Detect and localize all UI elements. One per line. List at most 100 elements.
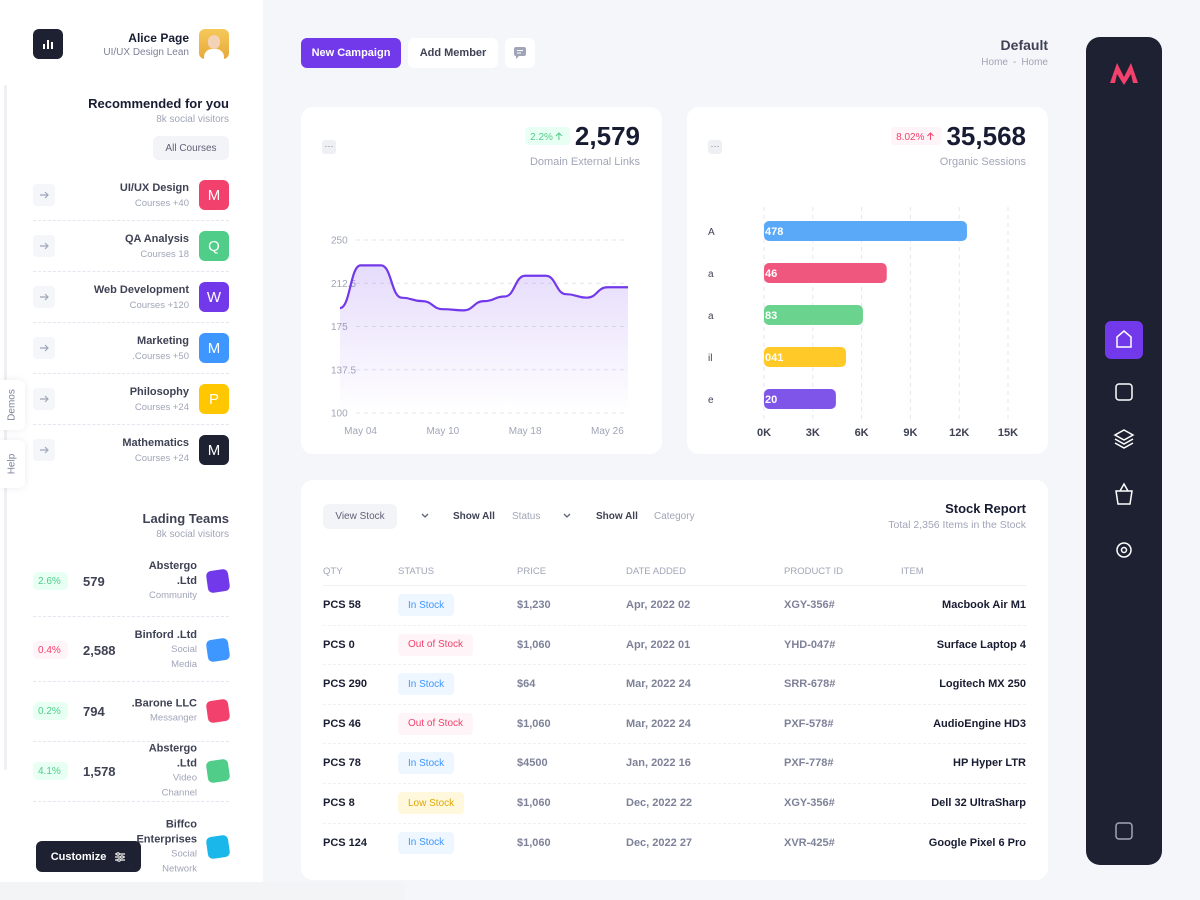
brand-logo[interactable] (1110, 63, 1138, 85)
x-tick-label: 9K (903, 427, 917, 439)
breadcrumb: Home - Home (981, 57, 1048, 68)
arrow-icon (40, 446, 49, 454)
trend-arrow (555, 132, 563, 140)
column-header: PRODUCT ID (784, 566, 843, 577)
table-subtitle: Total 2,356 Items in the Stock (888, 519, 1026, 531)
course-row[interactable]: Marketing .Courses +50 M (33, 323, 229, 374)
team-name: Biffco Enterprises (136, 818, 197, 846)
course-row[interactable]: Mathematics Courses +24 M (33, 425, 229, 476)
course-name: Web Development (93, 284, 189, 296)
breadcrumb-item[interactable]: Home (1021, 57, 1048, 68)
course-name: Mathematics (122, 437, 189, 449)
breadcrumb-item[interactable]: Home (981, 57, 1008, 68)
primary-button[interactable]: New Campaign (301, 38, 401, 68)
x-tick-label: 12K (949, 427, 969, 439)
course-row[interactable]: QA Analysis Courses 18 Q (33, 221, 229, 272)
table-cell: $1,060 (517, 836, 551, 849)
team-text: Abstergo .Ltd Video Channel (129, 742, 197, 801)
table-cell: $1,060 (517, 717, 551, 730)
avatar[interactable] (199, 29, 229, 59)
layers-icon[interactable] (1113, 429, 1135, 449)
arrow-icon (40, 344, 49, 352)
filter-value[interactable]: Show All (596, 511, 638, 522)
column-header: DATE ADDED (626, 566, 687, 577)
arrow-button[interactable] (33, 337, 55, 359)
filter-button[interactable]: View Stock (323, 504, 397, 529)
menu-button[interactable] (708, 140, 722, 154)
course-detail: Courses 18 (140, 249, 189, 260)
divider (323, 822, 1026, 824)
y-tick-label: 175 (331, 322, 348, 333)
change-value: 4.1% (38, 765, 61, 777)
x-tick-label: 3K (806, 427, 820, 439)
team-logo (205, 698, 231, 724)
arrow-button[interactable] (33, 388, 55, 410)
stats-icon[interactable] (1115, 822, 1133, 840)
table-cell: PCS 78 (323, 757, 361, 770)
breadcrumb-separator: - (1012, 57, 1017, 68)
course-row[interactable]: Web Development Courses +120 W (33, 272, 229, 323)
course-tile: Q (199, 231, 229, 261)
sidebar: Alice Page UI/UX Design Lean Recommended… (0, 0, 263, 900)
arrow-button[interactable] (33, 286, 55, 308)
filter-value[interactable]: Show All (453, 511, 495, 522)
chart-icon[interactable] (1115, 383, 1133, 401)
customize-button[interactable]: Customize (36, 841, 141, 872)
area (340, 265, 628, 413)
x-tick-label: May 04 (344, 426, 377, 437)
x-tick-label: 6K (855, 427, 869, 439)
divider (323, 664, 1026, 666)
team-logo (205, 637, 231, 663)
nav-item-active[interactable] (1105, 321, 1143, 359)
team-text: Biffco Enterprises Social Network (129, 818, 197, 877)
value-label: 46 (765, 268, 777, 280)
arrow-icon (40, 395, 49, 403)
user-name: Alice Page (128, 31, 189, 45)
course-row[interactable]: UI/UX Design Courses +40 M (33, 170, 229, 221)
value-label: 041 (765, 352, 783, 364)
chevron-icon[interactable] (420, 511, 430, 521)
stock-table-card: View Stock Show All Status Show All Cate… (301, 480, 1048, 880)
section-subtitle: 8k social visitors (156, 114, 229, 125)
team-value: 579 (83, 574, 105, 589)
arrow-button[interactable] (33, 184, 55, 206)
value-label: 478 (765, 226, 783, 238)
chevron-icon[interactable] (562, 511, 572, 521)
change-badge: 0.4% (33, 641, 68, 659)
tab-label: Demos (6, 389, 18, 421)
change-value: 2.6% (38, 575, 61, 587)
logo[interactable] (33, 29, 63, 59)
table-cell: PXF-778# (784, 757, 834, 770)
status-badge: Low Stock (398, 792, 465, 814)
x-tick-label: May 10 (426, 426, 459, 437)
basket-icon[interactable] (1115, 482, 1133, 505)
course-row[interactable]: Philosophy Courses +24 P (33, 374, 229, 425)
settings-icon[interactable] (1116, 542, 1132, 558)
side-tab[interactable]: Demos (0, 380, 25, 430)
team-value: 2,588 (83, 643, 116, 658)
arrow-button[interactable] (33, 235, 55, 257)
y-tick-label: 250 (331, 236, 348, 247)
arrow-icon (40, 242, 49, 250)
menu-button[interactable] (322, 140, 336, 154)
course-tile: M (199, 180, 229, 210)
course-detail: Courses +40 (134, 198, 189, 209)
side-tab[interactable]: Help (0, 440, 25, 488)
section-title: Recommended for you (88, 96, 229, 111)
all-courses-button[interactable]: All Courses (153, 136, 229, 160)
settings-icon-core (1120, 546, 1128, 554)
change-value: 0.4% (38, 644, 61, 656)
secondary-button[interactable]: Add Member (408, 38, 498, 68)
arrow-button[interactable] (33, 439, 55, 461)
team-name: Binford .Ltd (134, 629, 197, 641)
table-cell: Jan, 2022 16 (626, 757, 691, 770)
button-label: Customize (50, 850, 107, 863)
course-tile: P (199, 384, 229, 414)
menu-dots: ⋯ (711, 141, 720, 151)
change-badge: 2.6% (33, 572, 68, 590)
kpi-label: Organic Sessions (940, 156, 1027, 168)
column-header: STATUS (398, 566, 435, 577)
status-badge: In Stock (398, 673, 455, 696)
icon-button[interactable] (505, 38, 535, 68)
